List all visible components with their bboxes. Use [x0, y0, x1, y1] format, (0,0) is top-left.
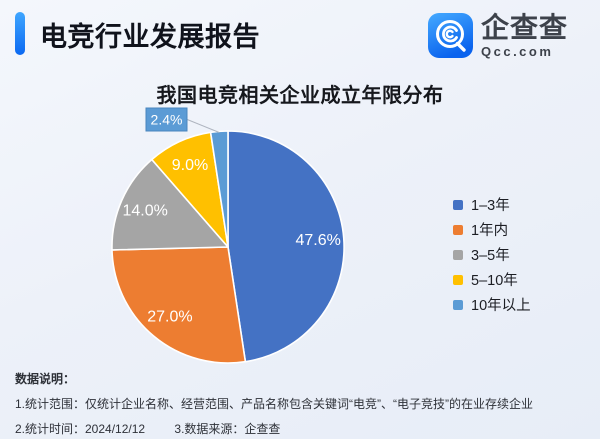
legend-label-3-5y: 3–5年: [471, 248, 510, 264]
title-accent-bar: [15, 12, 25, 55]
legend-swatch-1-3y: [453, 199, 463, 210]
data-notes: 数据说明： 1.统计范围：仅统计企业名称、经营范围、产品名称包含关键词“电竞”、…: [15, 370, 533, 439]
notes-heading: 数据说明：: [15, 372, 76, 386]
notes-time-source: 2.统计时间：2024/12/12 3.数据来源：企查查: [15, 420, 533, 437]
slice-value-label-3: 9.0%: [172, 157, 208, 174]
legend-item-over-10y: 10年以上: [453, 292, 531, 317]
legend-item-under-1y: 1年内: [453, 217, 531, 242]
legend-item-3-5y: 3–5年: [453, 242, 531, 267]
legend-swatch-over-10y: [453, 299, 463, 310]
page-title: 电竞行业发展报告: [40, 22, 260, 52]
legend-label-over-10y: 10年以上: [471, 298, 531, 314]
slice-value-label-0: 47.6%: [296, 232, 341, 249]
legend-label-under-1y: 1年内: [471, 223, 509, 239]
legend-swatch-5-10y: [453, 274, 463, 285]
notes-scope: 1.统计范围：仅统计企业名称、经营范围、产品名称包含关键词“电竞”、“电子竞技”…: [15, 397, 533, 411]
legend-label-5-10y: 5–10年: [471, 273, 518, 289]
callout-value-label: 2.4%: [151, 112, 183, 128]
notes-time: 2.统计时间：2024/12/12: [15, 422, 146, 436]
pie-slice-0: [227, 130, 345, 363]
qcc-logo-text: 企查查 Qcc.com: [481, 12, 569, 60]
pie-slice-1: [111, 246, 247, 364]
slice-value-label-1: 27.0%: [147, 308, 192, 325]
qcc-logo-icon: [428, 13, 473, 58]
chart-legend: 1–3年 1年内 3–5年 5–10年 10年以上: [453, 192, 531, 317]
legend-swatch-under-1y: [453, 224, 463, 235]
callout-box: [145, 107, 188, 132]
legend-item-1-3y: 1–3年: [453, 192, 531, 217]
pie-slice-2: [111, 158, 229, 251]
notes-source: 3.数据来源：企查查: [174, 422, 281, 436]
chart-title: 我国电竞相关企业成立年限分布: [156, 85, 444, 107]
qcc-logo: 企查查 Qcc.com: [428, 13, 568, 59]
pie-slice-4: [209, 130, 229, 248]
slice-value-label-2: 14.0%: [123, 203, 168, 220]
qcc-logo-domain: Qcc.com: [481, 44, 554, 59]
qcc-logo-name: 企查查: [481, 12, 569, 43]
callout-leader-line: [185, 118, 220, 133]
legend-swatch-3-5y: [453, 249, 463, 260]
legend-label-1-3y: 1–3年: [471, 198, 510, 214]
legend-item-5-10y: 5–10年: [453, 267, 531, 292]
